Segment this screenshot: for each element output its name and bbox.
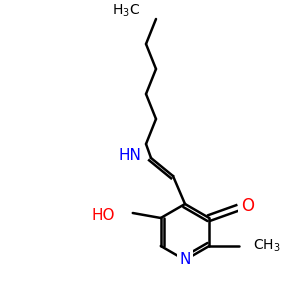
Text: HO: HO — [91, 208, 115, 223]
Text: CH$_3$: CH$_3$ — [253, 238, 281, 254]
Text: O: O — [241, 197, 254, 215]
Text: HN: HN — [118, 148, 141, 163]
Text: H$_3$C: H$_3$C — [112, 3, 140, 19]
Text: N: N — [179, 253, 191, 268]
